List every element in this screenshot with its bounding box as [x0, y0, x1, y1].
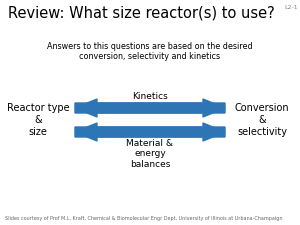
FancyArrow shape	[75, 123, 225, 141]
Text: Slides courtesy of Prof M.L. Kraft, Chemical & Biomolecular Engr Dept, Universit: Slides courtesy of Prof M.L. Kraft, Chem…	[5, 216, 283, 221]
FancyArrow shape	[75, 99, 225, 117]
Text: Material &
energy
balances: Material & energy balances	[127, 139, 173, 169]
Text: Review: What size reactor(s) to use?: Review: What size reactor(s) to use?	[8, 6, 275, 21]
Text: Kinetics: Kinetics	[132, 92, 168, 101]
FancyArrow shape	[75, 99, 225, 117]
Text: L2-1: L2-1	[284, 5, 298, 10]
Text: Answers to this questions are based on the desired
conversion, selectivity and k: Answers to this questions are based on t…	[47, 42, 253, 61]
FancyArrow shape	[75, 123, 225, 141]
Text: Reactor type
&
size: Reactor type & size	[7, 104, 69, 137]
Text: Conversion
&
selectivity: Conversion & selectivity	[235, 104, 289, 137]
